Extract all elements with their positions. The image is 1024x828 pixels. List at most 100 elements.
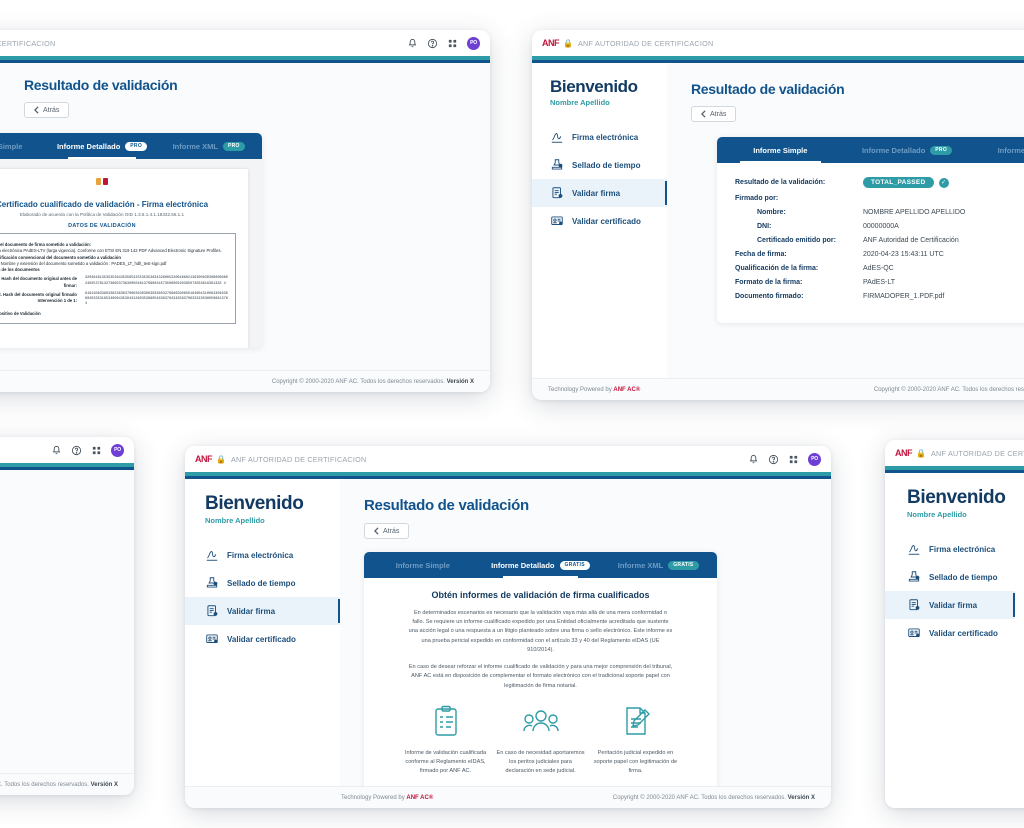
sidebar-item-firma-electronica[interactable]: Firma electrónica: [550, 123, 667, 151]
apps-grid-icon[interactable]: [788, 454, 799, 465]
tab-informe-detallado[interactable]: Informe Detallado PRO: [844, 137, 971, 163]
tab-informe-simple[interactable]: Informe Simple: [0, 133, 49, 159]
teal-accent-bar: [185, 472, 831, 476]
sidebar-welcome: Bienvenido: [550, 77, 638, 96]
page-title: Resultado de validación: [364, 497, 529, 514]
report-panel: Informe Simple Informe Detallado PRO Inf…: [717, 137, 1024, 323]
footer-powered-prefix: Technology Powered by: [341, 794, 407, 801]
pdf-page: Inscrita en el Registro Mercantil de Bar…: [0, 169, 248, 348]
tab-informe-simple[interactable]: Informe Simple: [717, 137, 844, 163]
signature-icon: [908, 545, 920, 555]
pdf-preview-area[interactable]: Inscrita en el Registro Mercantil de Bar…: [0, 159, 262, 348]
avatar[interactable]: PO: [808, 452, 821, 466]
window-body: Bienvenido Nombre Apellido Firma electró…: [185, 479, 831, 808]
window-validation-pdf-preview: ANF 🔒 ANF AUTORIDAD DE CERTIFICACION PO …: [0, 30, 490, 392]
footer-powered: Technology Powered by ANF AC®: [341, 795, 433, 801]
apps-grid-icon[interactable]: [447, 38, 458, 49]
navy-accent-line: [185, 476, 831, 479]
tab-informe-detallado[interactable]: Informe Detallado GRATIS: [482, 552, 600, 578]
apps-grid-icon[interactable]: [91, 445, 102, 456]
main-content: Resultado de validación Atrás Informe Si…: [667, 63, 1024, 400]
sidebar-item-firma-electronica[interactable]: Firma electrónica: [205, 541, 340, 569]
sidebar-item-validar-certificado[interactable]: Validar certificado: [550, 207, 667, 235]
sidebar-item-sellado-de-tiempo[interactable]: Sellado de tiempo: [205, 569, 340, 597]
notification-bell-icon[interactable]: [51, 445, 62, 456]
tab-informe-xml[interactable]: Informe XML PRO: [970, 137, 1024, 163]
sidebar-item-label: Validar firma: [227, 606, 276, 616]
tab-label: Informe Detallado: [56, 141, 121, 151]
signed-paper-pen-icon: [625, 707, 650, 735]
window-body: Resultado de validación Atrás Informe Si…: [0, 63, 490, 392]
tab-informe-xml[interactable]: Informe XML PRO: [155, 133, 262, 159]
back-button[interactable]: Atrás: [691, 106, 737, 122]
feature-item: En caso de necesidad aportaremos los per…: [496, 705, 585, 776]
footer-version: Versión X: [787, 794, 815, 801]
report-panel: Informe Simple Informe Detallado PRO Inf…: [0, 133, 262, 348]
sidebar-item-validar-firma[interactable]: Validar firma: [532, 179, 667, 207]
back-button-label: Atrás: [710, 110, 727, 118]
window-body: Copyright © 2000-2020 ANF AC. Todos los …: [0, 470, 134, 795]
chrome-title: ANF AUTORIDAD DE CERTIFICACION: [930, 448, 1024, 458]
browser-chrome-bar: PO: [0, 437, 134, 463]
window-validation-simple-report: ANF 🔒 ANF AUTORIDAD DE CERTIFICACION Bie…: [532, 30, 1024, 400]
help-circle-icon[interactable]: [71, 445, 82, 456]
tab-informe-xml[interactable]: Informe XML GRATIS: [599, 552, 717, 578]
anf-logo-icon: ANF: [895, 448, 913, 458]
help-circle-icon[interactable]: [768, 454, 779, 465]
report-row-value: PAdES-LT: [863, 279, 896, 286]
tab-label: Informe XML: [617, 560, 664, 570]
report-row-label: Nombre:: [757, 209, 786, 216]
notification-bell-icon[interactable]: [407, 38, 418, 49]
navy-accent-line: [0, 467, 134, 470]
tab-label: Informe Detallado: [861, 145, 926, 155]
footer-version: Versión X: [90, 781, 118, 788]
sidebar-item-sellado-de-tiempo[interactable]: Sellado de tiempo: [550, 151, 667, 179]
sidebar-item-label: Firma electrónica: [929, 544, 996, 554]
pdf-hash-label: 1.3.1. Hash del documento original antes…: [0, 276, 77, 288]
report-row-value: FIRMADOPER_1.PDF.pdf: [863, 293, 945, 300]
feature-item: Peritación judicial expedido en soporte …: [591, 705, 679, 776]
notification-bell-icon[interactable]: [748, 454, 759, 465]
chrome-actions: PO: [748, 452, 821, 466]
footer-copyright: Copyright © 2000-2020 ANF AC. Todos los …: [873, 386, 1024, 393]
sidebar-item-sellado-de-tiempo[interactable]: Sellado de tiempo: [907, 563, 1024, 591]
footer-copyright: Copyright © 2000-2020 ANF AC. Todos los …: [271, 378, 445, 385]
footer-brand: ANF AC®: [406, 794, 434, 801]
page-title: Resultado de validación: [691, 81, 845, 97]
tab-informe-simple[interactable]: Informe Simple: [364, 552, 482, 578]
footer-copyright: Copyright © 2000-2020 ANF AC. Todos los …: [0, 781, 89, 788]
detailed-report-features: Informe de validación cualificada confor…: [398, 705, 683, 776]
sidebar: Bienvenido Nombre Apellido Firma electró…: [885, 473, 1024, 808]
sidebar-item-validar-firma[interactable]: Validar firma: [185, 597, 340, 625]
window-body: Bienvenido Nombre Apellido Firma electró…: [532, 63, 1024, 400]
back-button[interactable]: Atrás: [364, 523, 410, 539]
footer-version: Versión X: [446, 378, 474, 385]
sidebar-nav: Firma electrónica Sellado de tiempo Vali…: [885, 535, 1024, 647]
tab-label: Informe Simple: [753, 145, 808, 155]
sidebar-username: Nombre Apellido: [907, 510, 967, 519]
sidebar: Bienvenido Nombre Apellido Firma electró…: [532, 63, 667, 400]
page-title: Resultado de validación: [24, 77, 178, 93]
chrome-title: ANF AUTORIDAD DE CERTIFICACION: [0, 38, 56, 48]
sidebar-item-firma-electronica[interactable]: Firma electrónica: [907, 535, 1024, 563]
avatar[interactable]: PO: [111, 443, 124, 457]
browser-chrome-bar: ANF 🔒 ANF AUTORIDAD DE CERTIFICACION: [885, 440, 1024, 466]
tab-informe-detallado[interactable]: Informe Detallado PRO: [49, 133, 156, 159]
browser-chrome-bar: ANF 🔒 ANF AUTORIDAD DE CERTIFICACION PO: [185, 446, 831, 472]
back-button[interactable]: Atrás: [24, 102, 70, 118]
avatar[interactable]: PO: [467, 36, 480, 50]
tab-badge: GRATIS: [668, 560, 699, 570]
sidebar-item-label: Validar certificado: [572, 216, 641, 226]
chrome-title: ANF AUTORIDAD DE CERTIFICACION: [230, 454, 367, 464]
feature-caption: Peritación judicial expedido en soporte …: [593, 749, 678, 774]
sidebar-item-validar-firma[interactable]: Validar firma: [885, 591, 1015, 619]
report-row: Documento firmado: FIRMADOPER_1.PDF.pdf: [735, 293, 1024, 300]
report-row: Qualificación de la firma: AdES-QC: [735, 265, 1024, 272]
pdf-hash-row: 1.3.1. Hash del documento original antes…: [0, 276, 229, 289]
sidebar-item-validar-certificado[interactable]: Validar certificado: [205, 625, 340, 653]
help-circle-icon[interactable]: [427, 38, 438, 49]
main-content: Resultado de validación Atrás Informe Si…: [0, 63, 490, 392]
main-content: Resultado de validación Atrás Informe Si…: [340, 479, 831, 808]
sidebar-item-validar-certificado[interactable]: Validar certificado: [907, 619, 1024, 647]
